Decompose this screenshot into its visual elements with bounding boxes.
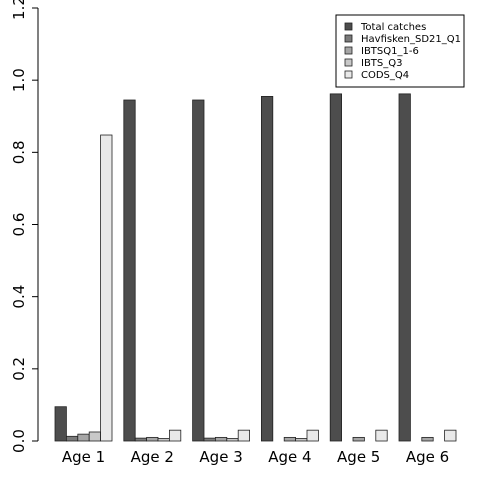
category-label: Age 5 — [337, 448, 380, 466]
bar — [329, 93, 343, 442]
y-tick-label: 0.6 — [10, 213, 28, 237]
bar — [214, 436, 228, 442]
bar — [295, 438, 308, 442]
legend-label: Total catches — [360, 22, 426, 33]
category-label: Age 2 — [131, 448, 174, 466]
y-tick-label: 1.0 — [10, 68, 28, 92]
legend-swatch — [344, 70, 353, 79]
y-tick-label: 1.2 — [10, 0, 28, 20]
legend-label: Havfisken_SD21_Q1 — [361, 34, 461, 45]
bar — [88, 431, 101, 442]
bar — [306, 429, 319, 442]
category-labels: Age 1 Age 2 Age 3 Age 4 Age 5 Age 6 — [62, 448, 449, 466]
bars — [54, 93, 457, 442]
legend-swatch — [344, 22, 353, 31]
bar — [352, 436, 365, 442]
bar — [146, 436, 159, 442]
bar — [237, 429, 250, 442]
bar — [260, 96, 274, 442]
bar — [157, 438, 170, 442]
bar — [226, 438, 239, 442]
legend-swatch — [344, 34, 353, 43]
category-label: Age 1 — [62, 448, 105, 466]
bar — [421, 436, 434, 442]
legend-label: IBTS_Q3 — [361, 58, 403, 69]
bar — [77, 433, 90, 442]
bar — [123, 99, 136, 442]
bar — [66, 435, 79, 442]
legend-label: CODS_Q4 — [361, 70, 409, 81]
category-label: Age 3 — [199, 448, 242, 466]
bar — [283, 436, 297, 442]
category-label: Age 4 — [268, 448, 311, 466]
bar — [134, 437, 147, 442]
bar — [203, 437, 216, 442]
legend-box — [335, 14, 465, 88]
y-tick-label: 0.8 — [10, 140, 28, 164]
bar — [168, 429, 182, 442]
bar — [54, 406, 67, 442]
y-axis-ticks: 0.0 0.2 0.4 0.6 0.8 1.0 1.2 — [10, 0, 38, 453]
bar — [100, 134, 113, 442]
bar — [444, 429, 457, 442]
bar — [398, 93, 411, 442]
y-tick-label: 0.0 — [10, 429, 28, 453]
legend-swatch — [344, 46, 353, 55]
y-tick-label: 0.4 — [10, 285, 28, 309]
legend: Total catchesHavfisken_SD21_Q1IBTSQ1_1-6… — [335, 14, 465, 88]
bar — [192, 99, 205, 442]
y-tick-label: 0.2 — [10, 357, 28, 381]
legend-label: IBTSQ1_1-6 — [361, 46, 419, 57]
bar — [375, 429, 388, 442]
legend-swatch — [344, 58, 353, 67]
category-label: Age 6 — [406, 448, 449, 466]
